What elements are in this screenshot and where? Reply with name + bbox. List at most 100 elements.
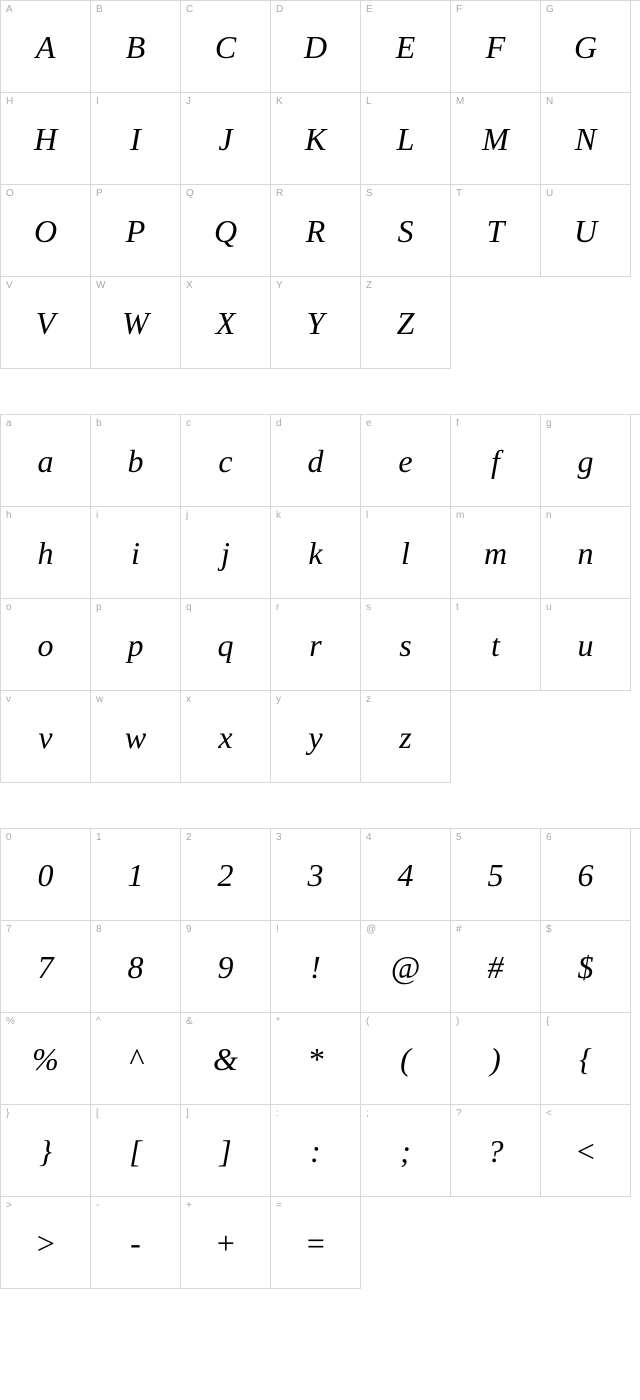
glyph-char: # — [451, 951, 540, 983]
glyph-grid: aabbccddeeffgghhiijjkkllmmnnooppqqrrsstt… — [0, 414, 640, 783]
glyph-cell: << — [541, 1105, 631, 1197]
glyph-cell: jj — [181, 507, 271, 599]
glyph-label: ] — [186, 1108, 189, 1119]
glyph-char: C — [181, 31, 270, 63]
glyph-char: T — [451, 215, 540, 247]
glyph-cell: 22 — [181, 829, 271, 921]
glyph-label: Z — [366, 280, 372, 291]
glyph-label: 3 — [276, 832, 282, 843]
glyph-char: A — [1, 31, 90, 63]
glyph-char: a — [1, 445, 90, 477]
glyph-label: D — [276, 4, 283, 15]
glyph-label: = — [276, 1200, 282, 1211]
glyph-cell: 99 — [181, 921, 271, 1013]
glyph-char: 3 — [271, 859, 360, 891]
glyph-cell: JJ — [181, 93, 271, 185]
glyph-label: a — [6, 418, 12, 429]
glyph-label: 9 — [186, 924, 192, 935]
glyph-cell: tt — [451, 599, 541, 691]
glyph-char: t — [451, 629, 540, 661]
glyph-char: L — [361, 123, 450, 155]
section-uppercase: AABBCCDDEEFFGGHHIIJJKKLLMMNNOOPPQQRRSSTT… — [0, 0, 640, 369]
glyph-cell: II — [91, 93, 181, 185]
glyph-char: H — [1, 123, 90, 155]
glyph-cell: RR — [271, 185, 361, 277]
glyph-label: - — [96, 1200, 99, 1211]
glyph-cell: qq — [181, 599, 271, 691]
glyph-label: N — [546, 96, 553, 107]
glyph-char: ; — [361, 1135, 450, 1167]
glyph-label: R — [276, 188, 283, 199]
glyph-cell: SS — [361, 185, 451, 277]
glyph-char: e — [361, 445, 450, 477]
glyph-label: & — [186, 1016, 193, 1027]
glyph-label: 0 — [6, 832, 12, 843]
glyph-cell: ww — [91, 691, 181, 783]
glyph-label: Q — [186, 188, 194, 199]
glyph-char: b — [91, 445, 180, 477]
glyph-label: } — [6, 1108, 9, 1119]
glyph-cell: xx — [181, 691, 271, 783]
glyph-char: * — [271, 1043, 360, 1075]
glyph-char: d — [271, 445, 360, 477]
glyph-cell: mm — [451, 507, 541, 599]
glyph-cell: rr — [271, 599, 361, 691]
glyph-char: > — [1, 1227, 90, 1259]
glyph-label: I — [96, 96, 99, 107]
glyph-char: u — [541, 629, 630, 661]
glyph-label: q — [186, 602, 192, 613]
glyph-char: 2 — [181, 859, 270, 891]
glyph-grid: AABBCCDDEEFFGGHHIIJJKKLLMMNNOOPPQQRRSSTT… — [0, 0, 640, 369]
glyph-cell: QQ — [181, 185, 271, 277]
glyph-cell: gg — [541, 415, 631, 507]
glyph-char: 5 — [451, 859, 540, 891]
glyph-char: @ — [361, 951, 450, 983]
glyph-char: = — [271, 1227, 360, 1259]
glyph-cell: FF — [451, 1, 541, 93]
glyph-char: Z — [361, 307, 450, 339]
glyph-cell: :: — [271, 1105, 361, 1197]
glyph-cell: cc — [181, 415, 271, 507]
glyph-char: 8 — [91, 951, 180, 983]
glyph-cell: hh — [1, 507, 91, 599]
glyph-label: d — [276, 418, 282, 429]
glyph-cell: pp — [91, 599, 181, 691]
glyph-grid: 00112233445566778899!!@@##$$%%^^&&**(())… — [0, 828, 640, 1289]
glyph-label: 2 — [186, 832, 192, 843]
glyph-cell: VV — [1, 277, 91, 369]
glyph-label: ^ — [96, 1016, 101, 1027]
glyph-label: j — [186, 510, 188, 521]
glyph-char: I — [91, 123, 180, 155]
glyph-char: % — [1, 1043, 90, 1075]
glyph-cell: ff — [451, 415, 541, 507]
glyph-label: M — [456, 96, 464, 107]
glyph-label: ; — [366, 1108, 369, 1119]
glyph-cell: ?? — [451, 1105, 541, 1197]
glyph-cell: 55 — [451, 829, 541, 921]
glyph-label: L — [366, 96, 372, 107]
section-numbers-symbols: 00112233445566778899!!@@##$$%%^^&&**(())… — [0, 828, 640, 1289]
glyph-char: Q — [181, 215, 270, 247]
glyph-label: 1 — [96, 832, 102, 843]
glyph-char: z — [361, 721, 450, 753]
glyph-label: p — [96, 602, 102, 613]
glyph-cell: YY — [271, 277, 361, 369]
glyph-char: Y — [271, 307, 360, 339]
glyph-label: c — [186, 418, 191, 429]
glyph-char: h — [1, 537, 90, 569]
glyph-label: T — [456, 188, 462, 199]
glyph-cell: 66 — [541, 829, 631, 921]
glyph-cell: == — [271, 1197, 361, 1289]
empty-cell — [541, 277, 631, 369]
glyph-label: K — [276, 96, 283, 107]
glyph-char: + — [181, 1227, 270, 1259]
glyph-cell: ee — [361, 415, 451, 507]
glyph-label: V — [6, 280, 13, 291]
glyph-cell: aa — [1, 415, 91, 507]
glyph-char: ( — [361, 1043, 450, 1075]
glyph-char: f — [451, 445, 540, 477]
glyph-label: % — [6, 1016, 15, 1027]
glyph-cell: ll — [361, 507, 451, 599]
glyph-cell: LL — [361, 93, 451, 185]
glyph-cell: ZZ — [361, 277, 451, 369]
